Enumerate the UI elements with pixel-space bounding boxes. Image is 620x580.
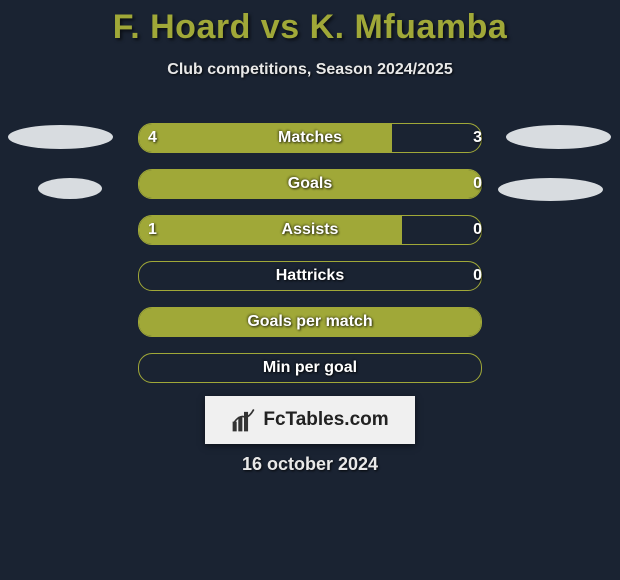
date-label: 16 october 2024: [0, 454, 620, 475]
watermark: FcTables.com: [205, 396, 415, 444]
stat-row: Goals per match: [0, 307, 620, 337]
stat-row: Matches43: [0, 123, 620, 153]
bar-left-fill: [139, 170, 481, 198]
bar-track: [138, 123, 482, 153]
watermark-text: FcTables.com: [263, 409, 388, 431]
fctables-logo-icon: [231, 407, 257, 433]
page-title: F. Hoard vs K. Mfuamba: [0, 0, 620, 47]
bar-track: [138, 169, 482, 199]
stat-row: Goals0: [0, 169, 620, 199]
comparison-chart: Matches43 Goals0 Assists10 Hattricks0 Goals …: [0, 123, 620, 403]
bar-track: [138, 307, 482, 337]
bar-left-fill: [139, 124, 392, 152]
page-subtitle: Club competitions, Season 2024/2025: [0, 61, 620, 79]
bar-track: [138, 261, 482, 291]
bar-left-fill: [139, 308, 481, 336]
stat-row: Hattricks0: [0, 261, 620, 291]
bar-track: [138, 215, 482, 245]
stat-row: Assists10: [0, 215, 620, 245]
stat-row: Min per goal: [0, 353, 620, 383]
bar-left-fill: [139, 216, 402, 244]
bar-track: [138, 353, 482, 383]
